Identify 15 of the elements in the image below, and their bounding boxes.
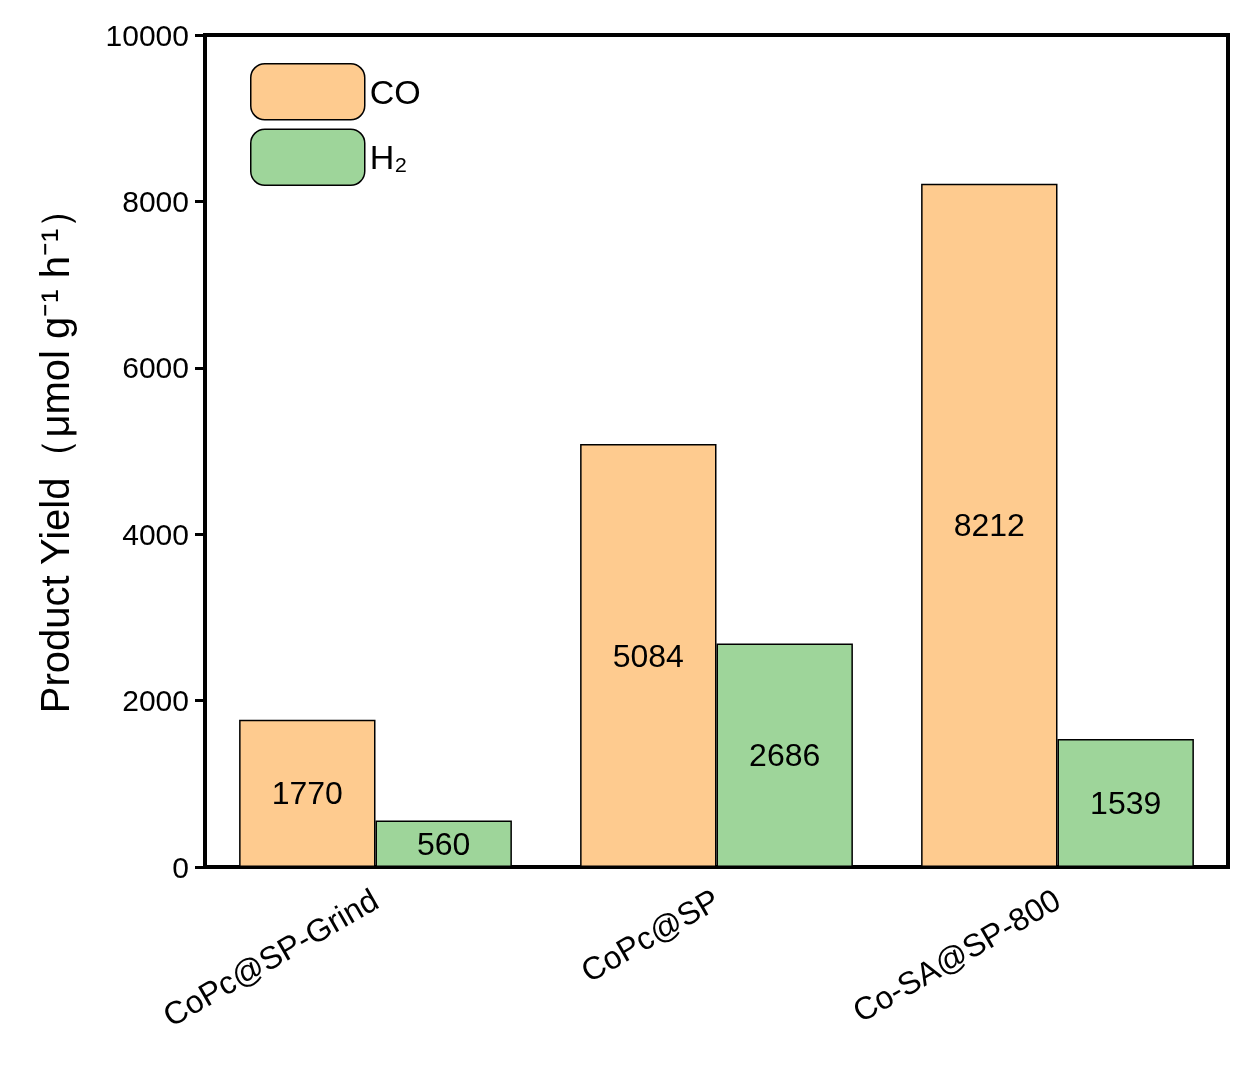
- data-label: 8212: [953, 507, 1025, 544]
- y-tick-label: 0: [172, 850, 189, 884]
- y-tick-label: 6000: [122, 351, 189, 385]
- legend-label: CO: [369, 72, 421, 111]
- data-label: 560: [417, 825, 471, 862]
- data-label: 2686: [749, 737, 821, 774]
- data-label: 1539: [1090, 784, 1162, 821]
- y-tick-label: 4000: [122, 517, 189, 551]
- y-tick-label: 2000: [122, 684, 189, 718]
- legend-label: H₂: [369, 138, 408, 177]
- data-label: 1770: [271, 775, 343, 812]
- data-label: 5084: [612, 637, 684, 674]
- y-tick-label: 10000: [105, 18, 189, 52]
- y-tick-label: 8000: [122, 184, 189, 218]
- y-axis-title: Product Yield（μmol g⁻¹ h⁻¹）: [33, 188, 77, 714]
